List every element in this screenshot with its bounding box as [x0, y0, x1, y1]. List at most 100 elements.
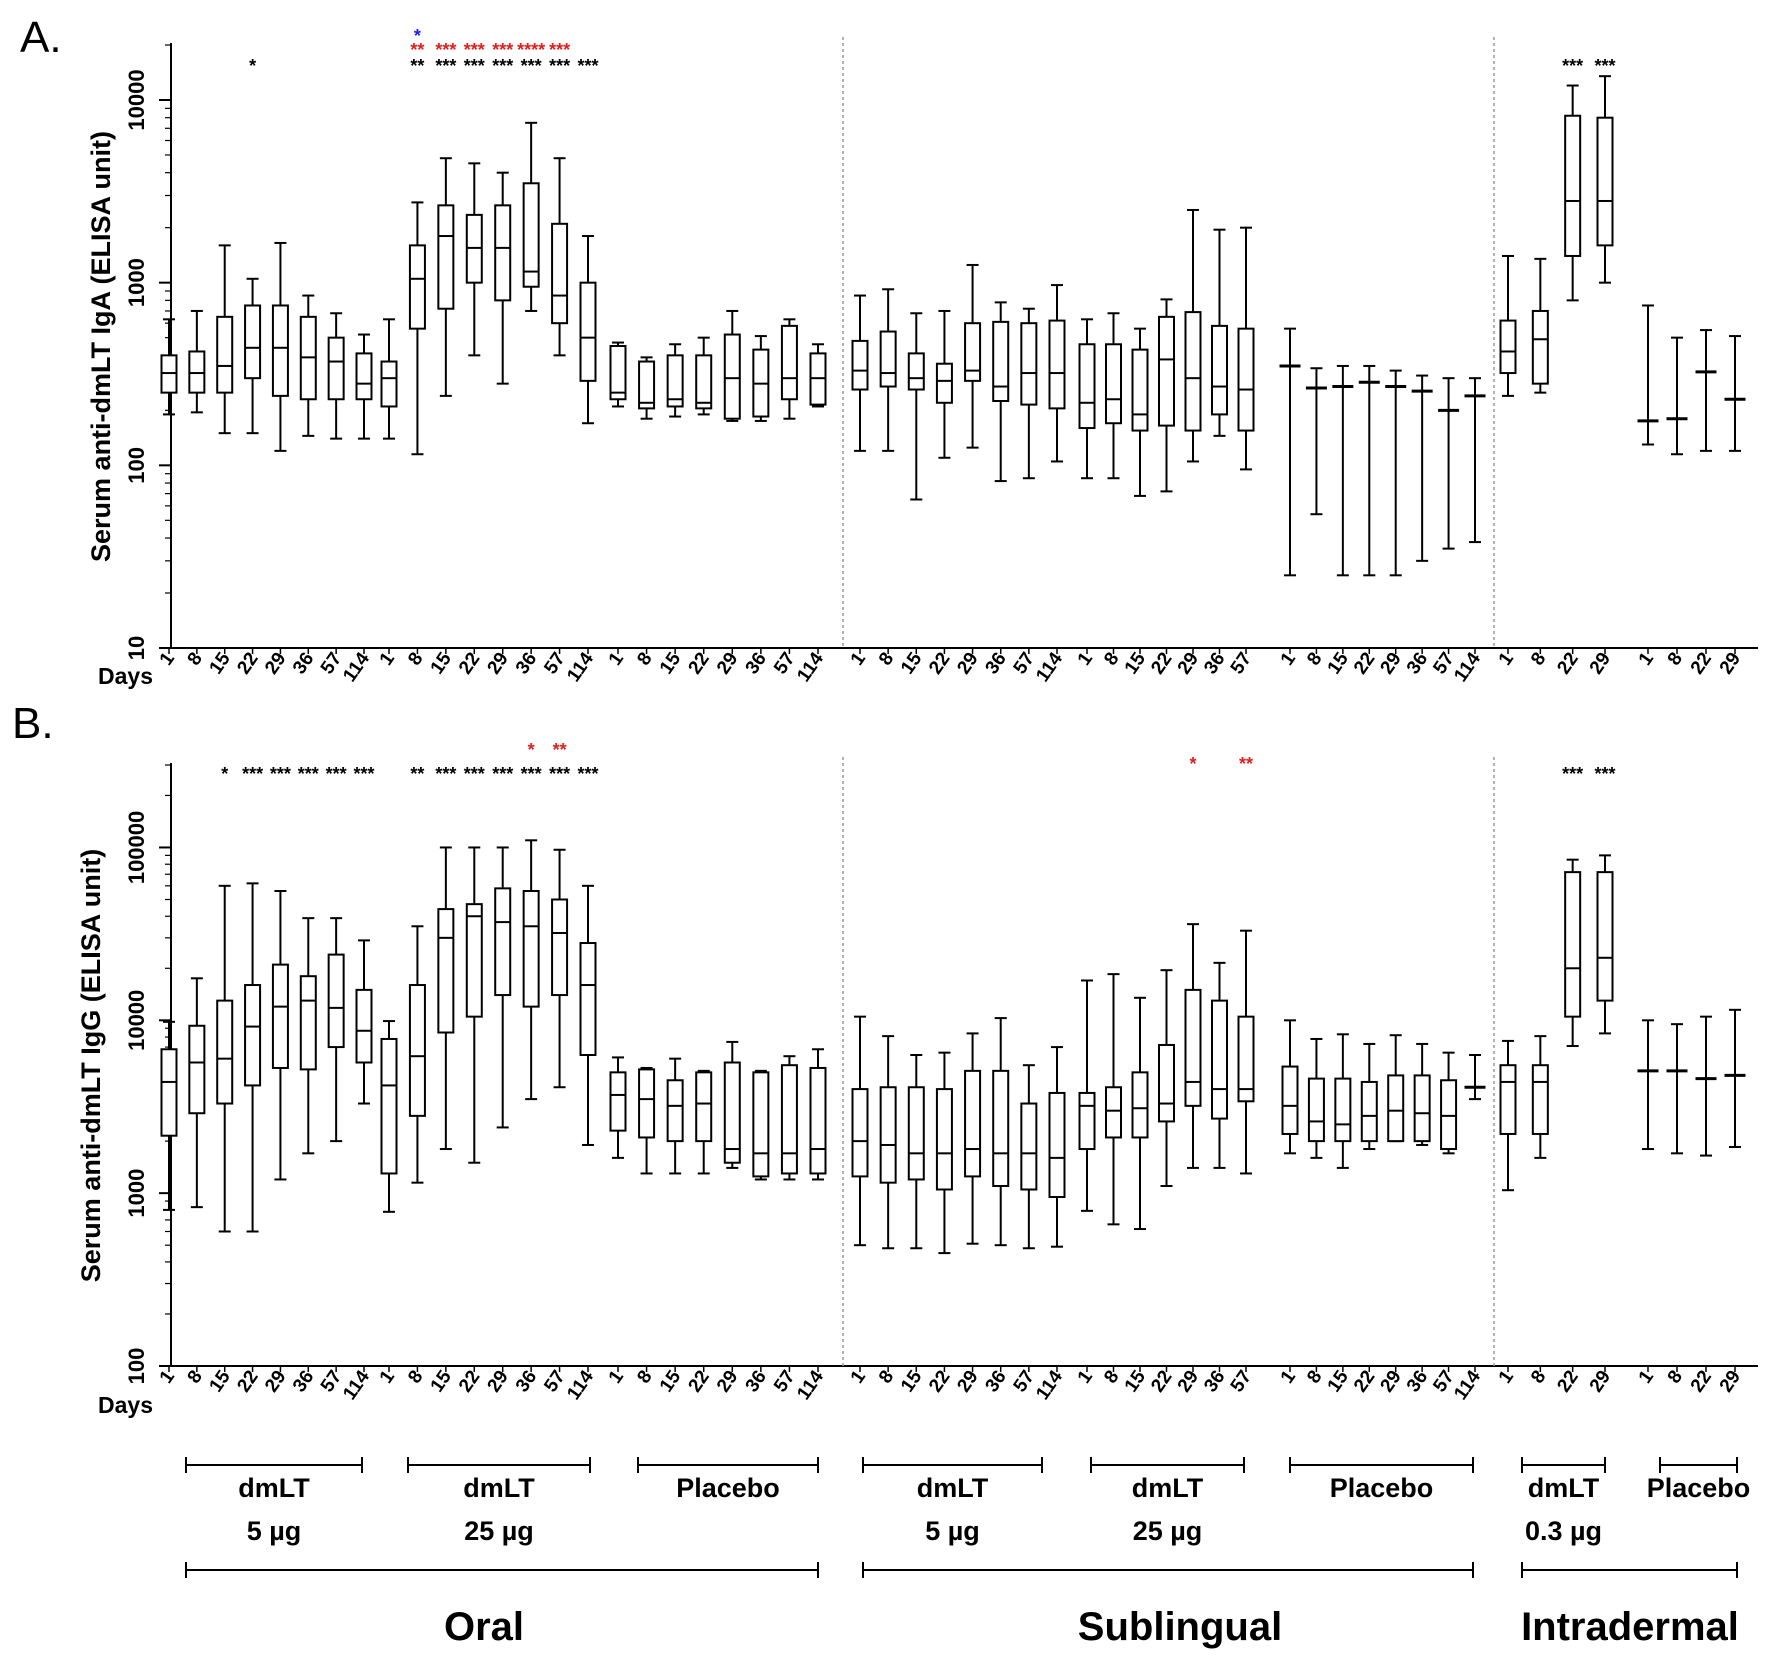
- x-tick-label: 29: [713, 649, 742, 678]
- x-tick-label: 36: [981, 1367, 1010, 1396]
- box-plot: [188, 977, 206, 1209]
- box-plot: [1307, 1037, 1325, 1159]
- x-tick-label: 29: [1376, 649, 1405, 678]
- x-tick-label: 114: [1450, 1366, 1485, 1404]
- group-label-line2: 25 µg: [1133, 1516, 1203, 1546]
- box-iqr: [1531, 309, 1549, 385]
- significance-marker: ***: [464, 40, 485, 60]
- box-plot: [1105, 973, 1122, 1226]
- significance-marker: ***: [464, 764, 485, 784]
- x-tick-label: 22: [1350, 649, 1379, 678]
- significance-marker: ***: [1562, 56, 1583, 76]
- x-tick-label: 36: [512, 649, 541, 678]
- box-plot: [935, 309, 953, 459]
- significance-marker: **: [410, 56, 424, 76]
- box-iqr: [216, 315, 234, 394]
- box-plot: [494, 846, 512, 1129]
- x-tick-label: 1: [1495, 1366, 1519, 1387]
- significance-marker: ***: [435, 764, 456, 784]
- box-plot: [879, 288, 897, 452]
- box-plot: [551, 848, 569, 1089]
- box-plot: [992, 1017, 1010, 1247]
- box-plot: [666, 343, 684, 418]
- box-iqr: [1020, 322, 1038, 406]
- box-iqr: [1531, 1064, 1549, 1135]
- significance-marker: ***: [521, 56, 542, 76]
- box-plot: [1666, 336, 1688, 456]
- box-plot: [1695, 1015, 1717, 1157]
- significance-marker: *: [249, 56, 256, 76]
- box-iqr: [1596, 871, 1614, 1002]
- x-tick-label: 22: [1687, 1367, 1716, 1396]
- x-tick-label: 15: [897, 1366, 927, 1396]
- box-plot: [780, 1055, 798, 1181]
- box-plot: [1596, 854, 1614, 1035]
- group-label-line1: dmLT: [917, 1473, 989, 1503]
- significance-marker: ***: [577, 764, 598, 784]
- x-tick-label: 15: [1121, 1366, 1151, 1396]
- significance-marker: ***: [270, 764, 291, 784]
- box-plot: [1531, 1035, 1549, 1159]
- x-tick-label: 29: [1174, 1367, 1203, 1396]
- box-plot: [437, 846, 455, 1151]
- box-plot: [964, 1032, 982, 1245]
- box-iqr: [494, 204, 512, 302]
- box-iqr: [1105, 343, 1122, 425]
- box-iqr: [1131, 348, 1149, 432]
- box-plot: [1048, 1046, 1066, 1248]
- x-tick-label: 36: [742, 649, 771, 678]
- box-iqr: [638, 360, 656, 410]
- box-iqr: [666, 354, 684, 408]
- x-tick-label: 29: [1716, 1367, 1745, 1396]
- group-label-line1: dmLT: [1132, 1473, 1204, 1503]
- box-iqr: [355, 988, 373, 1064]
- significance-marker: ***: [435, 56, 456, 76]
- group-label-line1: Placebo: [676, 1473, 780, 1503]
- box-plot: [851, 294, 869, 452]
- box-plot: [1237, 929, 1255, 1175]
- box-plot: [1279, 327, 1301, 577]
- x-tick-label: 22: [1553, 649, 1582, 678]
- x-tick-label: 114: [339, 1366, 374, 1404]
- box-iqr: [609, 345, 627, 401]
- box-iqr: [1387, 1074, 1405, 1143]
- box-plot: [879, 1035, 897, 1250]
- box-plot: [1637, 1019, 1659, 1151]
- x-tick-label: 1: [1277, 648, 1301, 669]
- y-tick-label: 1000: [124, 1169, 149, 1218]
- box-plot: [964, 263, 982, 449]
- group-label-line2: 5 µg: [925, 1516, 980, 1546]
- significance-marker: *: [221, 764, 228, 784]
- box-iqr: [380, 360, 398, 408]
- box-plot: [1078, 979, 1096, 1212]
- x-tick-label: 29: [953, 649, 982, 678]
- significance-marker: **: [553, 740, 567, 760]
- group-label-line1: Placebo: [1330, 1473, 1434, 1503]
- y-axis-label: Serum anti-dmLT IgG (ELISA unit): [76, 849, 106, 1282]
- box-iqr: [188, 1024, 206, 1115]
- x-tick-label: 1: [156, 648, 180, 669]
- box-iqr: [851, 1088, 869, 1178]
- x-tick-label: 29: [953, 1367, 982, 1396]
- box-iqr: [244, 984, 262, 1087]
- x-tick-label: 15: [1324, 648, 1354, 678]
- group-label-line1: Placebo: [1647, 1473, 1751, 1503]
- box-iqr: [160, 1048, 178, 1137]
- box-iqr: [1048, 319, 1066, 410]
- box-plot: [752, 335, 770, 422]
- y-tick-label: 1000: [124, 258, 149, 307]
- y-tick-label: 100: [124, 1348, 149, 1385]
- box-iqr: [1048, 1091, 1066, 1199]
- box-iqr: [1499, 1064, 1517, 1135]
- box-iqr: [935, 362, 953, 404]
- x-tick-label: 1: [156, 1366, 180, 1387]
- box-plot: [907, 312, 925, 501]
- box-iqr: [579, 281, 597, 382]
- box-iqr: [216, 999, 234, 1105]
- box-plot: [1020, 307, 1038, 480]
- significance-marker: ***: [1562, 764, 1583, 784]
- significance-marker: ***: [298, 764, 319, 784]
- box-plot: [1385, 369, 1407, 577]
- box-plot: [1281, 1019, 1299, 1155]
